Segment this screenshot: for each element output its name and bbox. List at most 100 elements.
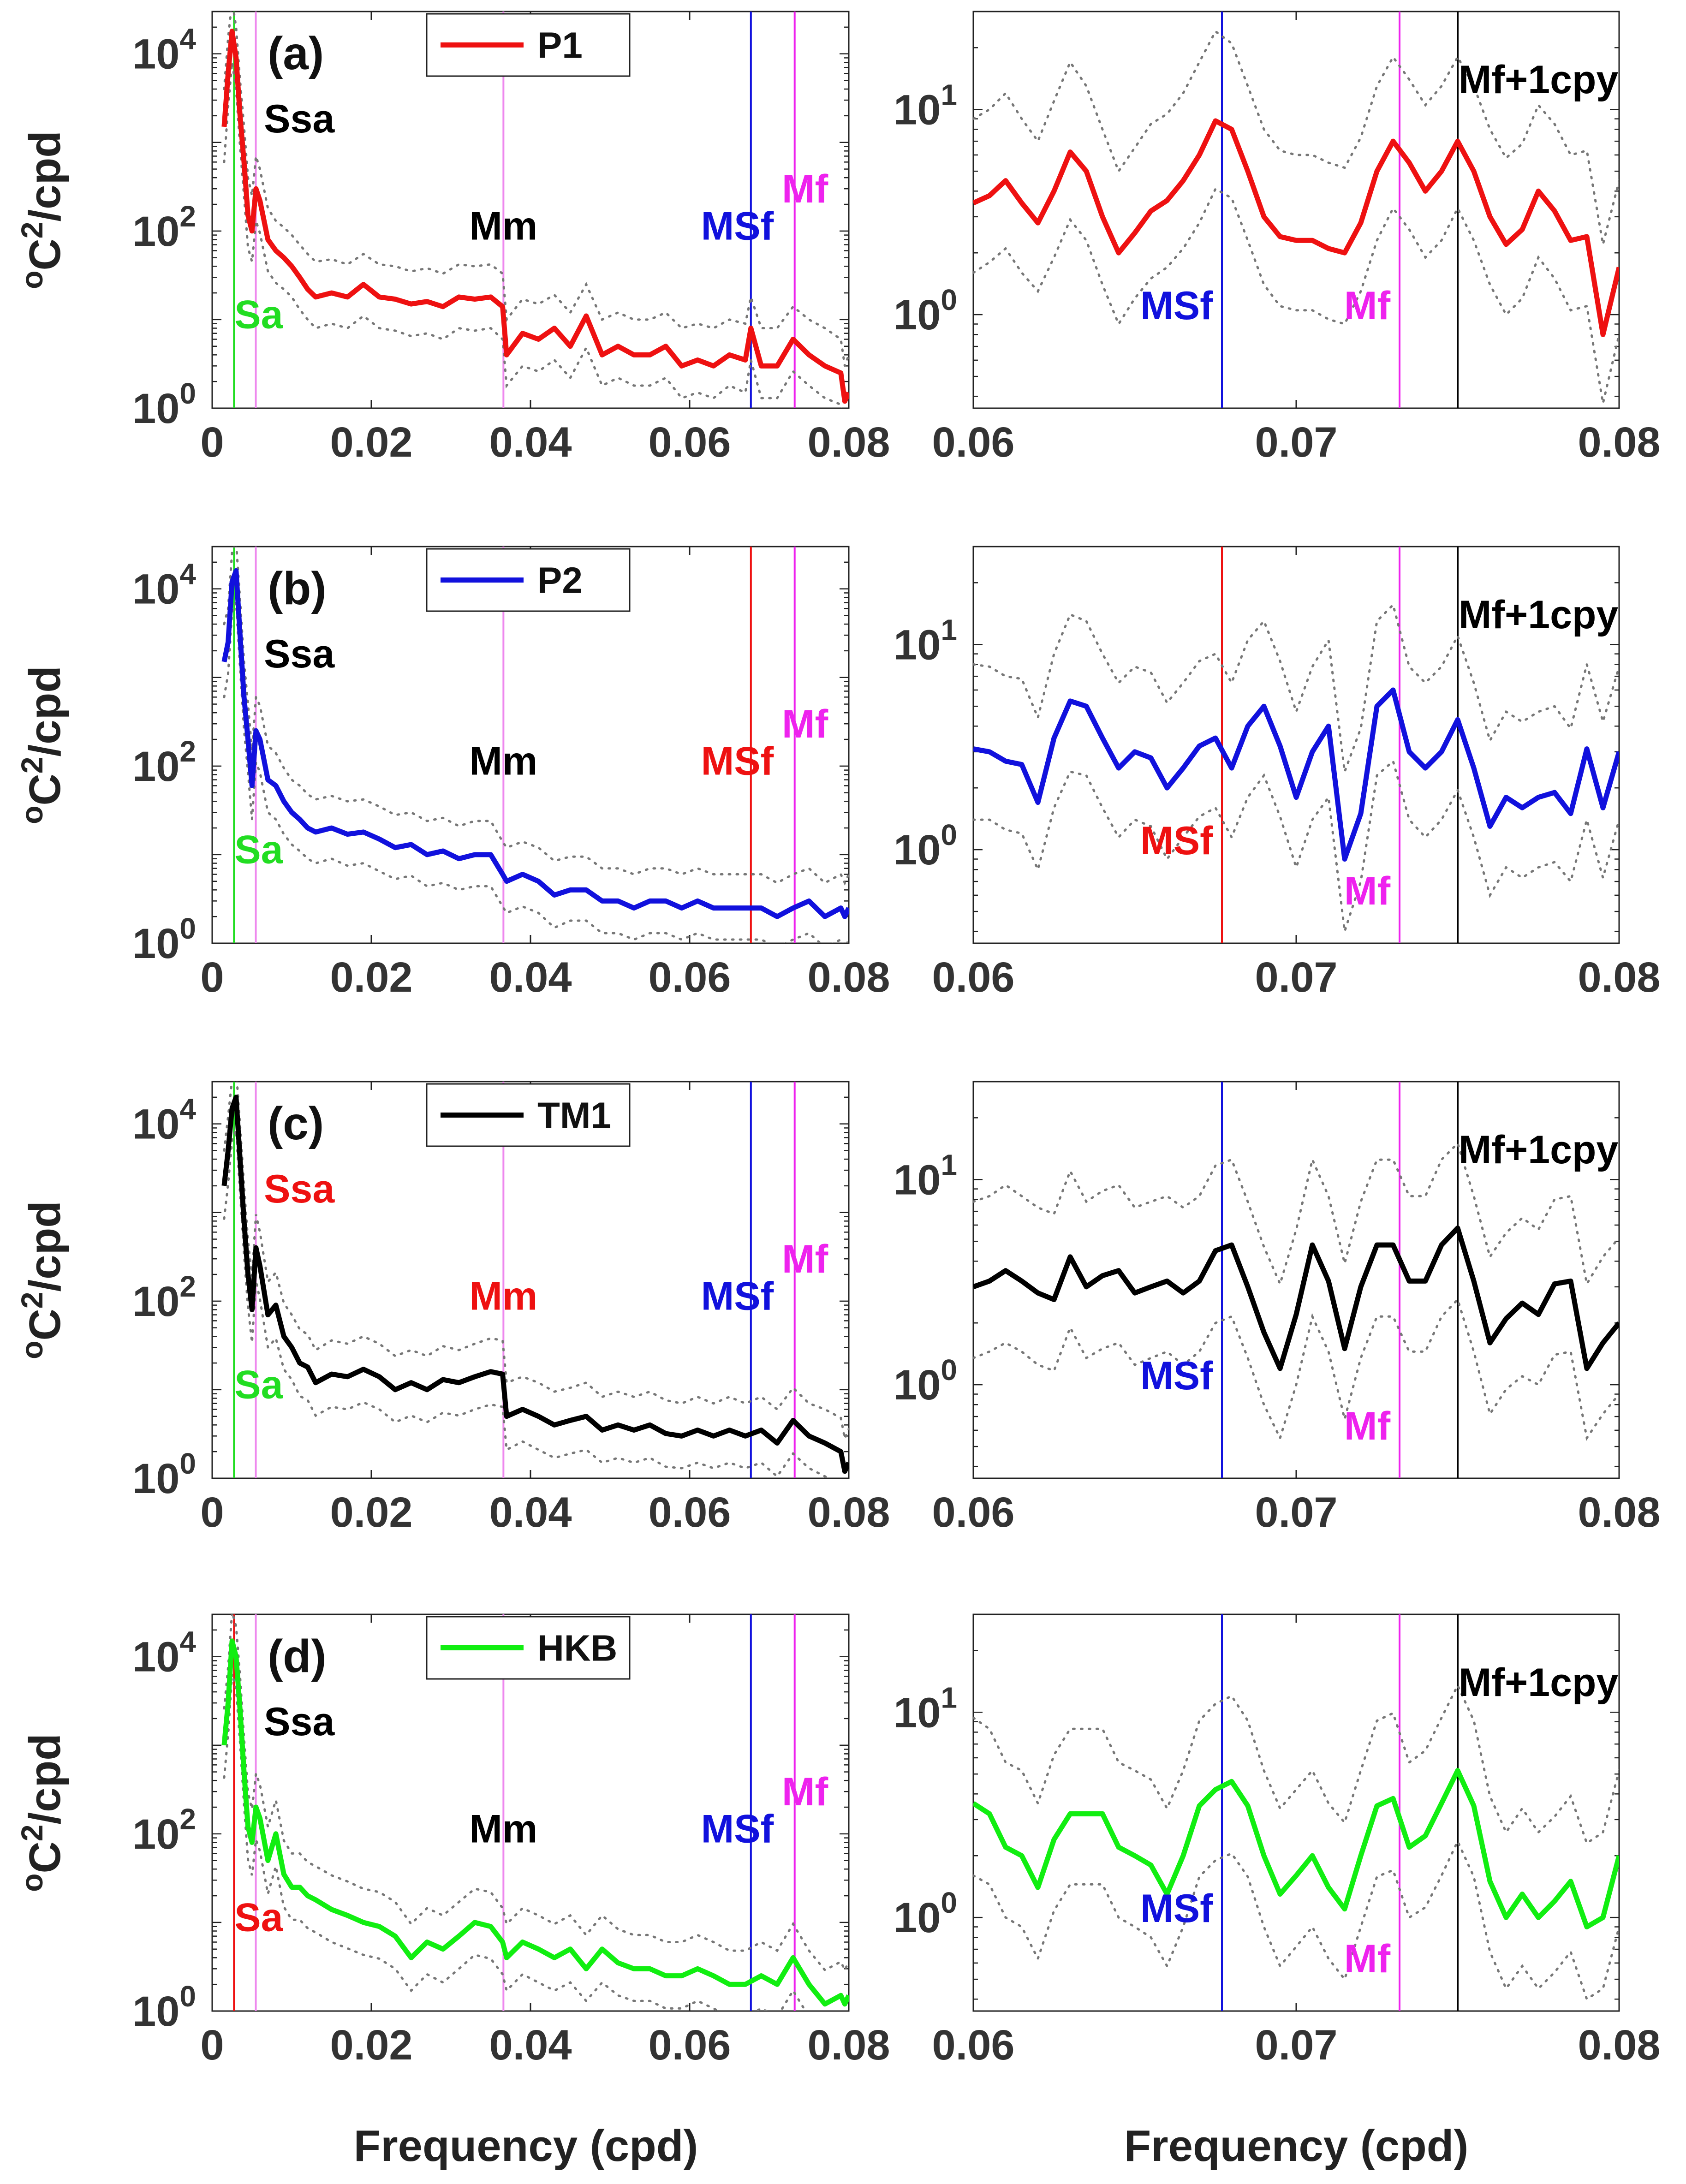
legend: HKB <box>426 1616 631 1680</box>
ci-upper-line <box>973 30 1619 245</box>
x-tick-label: 0.08 <box>807 2022 890 2069</box>
x-tick-label: 0.08 <box>1578 419 1660 466</box>
y-tick-label: 100 <box>894 1886 957 1941</box>
x-tick-label: 0.02 <box>330 419 412 466</box>
panel-letter: (a) <box>268 28 324 79</box>
marker-label-mf: Mf <box>782 167 828 211</box>
y-axis-title: oC2/cpd <box>15 1733 70 1892</box>
marker-label-mf: Mf <box>782 1237 828 1281</box>
ci-lower-line <box>973 759 1619 932</box>
ci-lower-line <box>223 62 843 408</box>
marker-label-mf: Mf <box>1344 869 1391 913</box>
x-tick-label: 0.06 <box>648 419 731 466</box>
plot-area <box>221 1614 849 2011</box>
plot-area <box>973 12 1619 408</box>
x-axis-title-right: Frequency (cpd) <box>1124 2121 1469 2171</box>
y-tick-label: 101 <box>894 1148 957 1203</box>
x-tick-label: 0.02 <box>330 2022 412 2069</box>
series-line-hkb <box>973 1768 1619 1929</box>
panel-c-full: 0 0.02 0.04 0.06 0.08 100 102 104 oC2/cpd Sa Ssa Mm… <box>15 1081 890 1536</box>
panel-letter: (d) <box>268 1631 327 1682</box>
x-tick-label: 0.08 <box>1578 1489 1660 1536</box>
ci-lower-line <box>223 1130 831 1478</box>
x-tick-label: 0.07 <box>1255 954 1337 1001</box>
y-axis-title: oC2/cpd <box>15 666 70 824</box>
ci-upper-line <box>223 547 849 886</box>
x-tick-label: 0.04 <box>489 954 572 1001</box>
plot-area <box>973 1082 1619 1478</box>
series-line-tm1 <box>221 1095 849 1474</box>
y-tick-label: 100 <box>132 1980 196 2035</box>
y-tick-label: 104 <box>132 1625 196 1681</box>
marker-label-mf-1cpy: Mf+1cpy <box>1459 58 1619 102</box>
x-tick-label: 0.06 <box>932 2022 1014 2069</box>
marker-label-mf: Mf <box>1344 284 1391 328</box>
marker-label-msf: MSf <box>701 1274 774 1318</box>
legend-box <box>426 1083 631 1147</box>
x-tick-label: 0.04 <box>489 419 572 466</box>
ci-upper-line <box>223 12 849 367</box>
x-tick-label: 0.07 <box>1255 2022 1337 2069</box>
marker-label-sa: Sa <box>234 1896 283 1940</box>
marker-label-mm: Mm <box>469 1807 537 1851</box>
y-tick-label: 100 <box>894 283 957 339</box>
y-tick-label: 100 <box>132 377 196 432</box>
y-tick-label: 101 <box>894 613 957 668</box>
ci-upper-line <box>973 602 1619 772</box>
x-tick-label: 0 <box>200 2022 224 2069</box>
marker-label-mf: Mf <box>782 1770 828 1814</box>
y-tick-label: 102 <box>132 1270 196 1325</box>
marker-label-msf: MSf <box>1140 819 1213 863</box>
y-tick-label: 104 <box>132 1093 196 1148</box>
y-axis-title: oC2/cpd <box>15 131 70 289</box>
x-tick-label: 0.08 <box>807 1489 890 1536</box>
plot-panels: 0 0.02 0.04 0.06 0.08 100 102 104 oC2/cpd Sa Ssa Mm… <box>15 11 1661 2069</box>
x-tick-label: 0.07 <box>1255 1489 1337 1536</box>
marker-label-mf-1cpy: Mf+1cpy <box>1459 593 1619 637</box>
series-line-p1 <box>973 118 1619 337</box>
ci-lower-line <box>223 602 849 943</box>
panel-d-full: 0 0.02 0.04 0.06 0.08 100 102 104 oC2/cpd Sa Ssa Mm… <box>15 1613 890 2069</box>
x-axis-titles: Frequency (cpd) Frequency (cpd) <box>354 2121 1469 2171</box>
panel-c-zoom: 0.06 0.07 0.08 100 101 MSf Mf Mf+1cpy <box>894 1081 1661 1536</box>
marker-label-ssa: Ssa <box>264 1700 335 1744</box>
ci-lower-line <box>973 1297 1619 1441</box>
marker-label-mm: Mm <box>469 739 537 783</box>
panel-a-full: 0 0.02 0.04 0.06 0.08 100 102 104 oC2/cpd Sa Ssa Mm… <box>15 11 890 466</box>
x-tick-label: 0 <box>200 954 224 1001</box>
series-line-p2 <box>221 568 849 919</box>
marker-label-ssa: Ssa <box>264 632 335 676</box>
marker-label-mf: Mf <box>1344 1404 1391 1448</box>
x-tick-label: 0.08 <box>1578 2022 1660 2069</box>
marker-label-msf: MSf <box>1140 284 1213 328</box>
x-tick-label: 0.04 <box>489 1489 572 1536</box>
x-tick-label: 0.06 <box>648 954 731 1001</box>
marker-label-msf: MSf <box>701 739 774 783</box>
marker-label-sa: Sa <box>234 293 283 337</box>
ci-lower-line <box>973 187 1619 404</box>
plot-area <box>221 12 849 408</box>
plot-area <box>973 547 1619 943</box>
legend-label: P2 <box>537 560 583 601</box>
x-tick-label: 0.08 <box>1578 954 1660 1001</box>
plot-area <box>221 547 849 943</box>
panel-b-zoom: 0.06 0.07 0.08 100 101 MSf Mf Mf+1cpy <box>894 546 1661 1001</box>
panel-b-full: 0 0.02 0.04 0.06 0.08 100 102 104 oC2/cpd Sa Ssa Mm… <box>15 546 890 1001</box>
marker-label-sa: Sa <box>234 828 283 872</box>
panel-letter: (b) <box>268 563 327 614</box>
legend: P1 <box>426 13 631 77</box>
y-tick-label: 100 <box>894 818 957 874</box>
marker-label-msf: MSf <box>701 1807 774 1851</box>
panel-d-zoom: 0.06 0.07 0.08 100 101 MSf Mf Mf+1cpy <box>894 1613 1661 2069</box>
y-tick-label: 100 <box>894 1353 957 1409</box>
y-tick-label: 102 <box>132 735 196 790</box>
y-tick-label: 101 <box>894 78 957 133</box>
y-tick-label: 102 <box>132 200 196 255</box>
marker-label-msf: MSf <box>1140 1886 1213 1931</box>
y-tick-label: 102 <box>132 1803 196 1858</box>
series-line-tm1 <box>973 1226 1619 1371</box>
series-line-p2 <box>973 687 1619 862</box>
panel-a-zoom: 0.06 0.07 0.08 100 101 MSf Mf Mf+1cpy <box>894 11 1661 466</box>
